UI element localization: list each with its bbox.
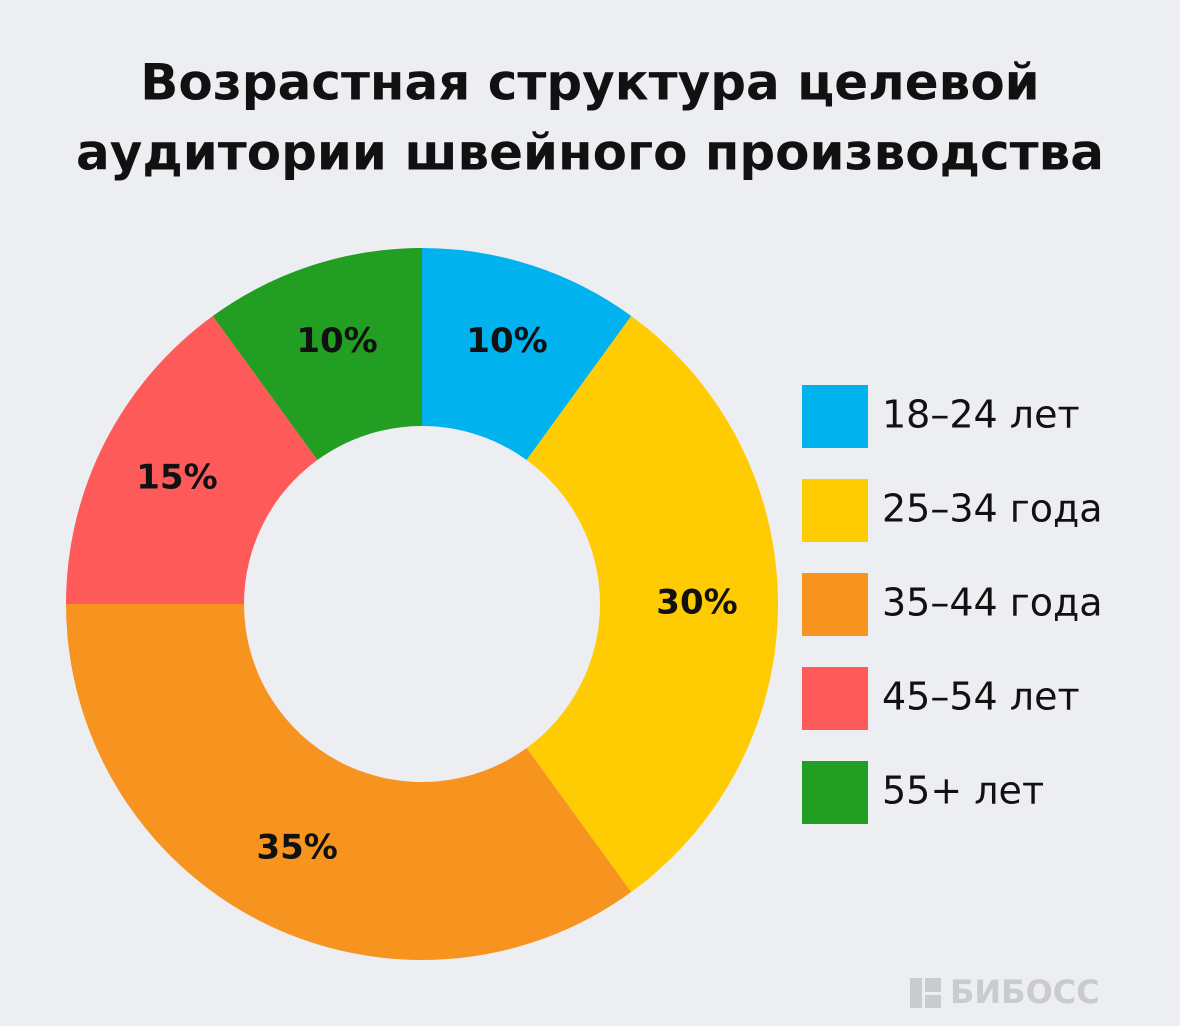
icon-part (925, 978, 941, 992)
donut-segment (212, 248, 422, 460)
value-label: 10% (466, 321, 547, 361)
legend-label: 55+ лет (882, 769, 1044, 813)
donut-segment (526, 315, 778, 893)
legend-label: 18–24 лет (882, 393, 1080, 437)
value-label: 35% (256, 828, 337, 868)
legend-label: 45–54 лет (882, 675, 1080, 719)
legend-swatch (802, 667, 868, 730)
value-label: 10% (296, 321, 377, 361)
donut-segment (66, 315, 318, 604)
watermark: БИБОСС (950, 973, 1100, 1011)
legend-label: 25–34 года (882, 487, 1103, 531)
legend-label: 35–44 года (882, 581, 1103, 625)
value-label: 15% (136, 458, 217, 498)
legend-swatch (802, 385, 868, 448)
legend-swatch (802, 573, 868, 636)
watermark-icon (910, 978, 941, 1008)
icon-part (925, 995, 941, 1008)
donut-segment (422, 248, 632, 460)
legend-swatch (802, 479, 868, 542)
chart-title: Возрастная структура целевой (140, 54, 1039, 112)
legend-swatch (802, 761, 868, 824)
chart-title: аудитории швейного производства (76, 124, 1104, 182)
donut-segment (66, 604, 632, 960)
value-label: 30% (656, 583, 737, 623)
icon-part (910, 978, 922, 1008)
